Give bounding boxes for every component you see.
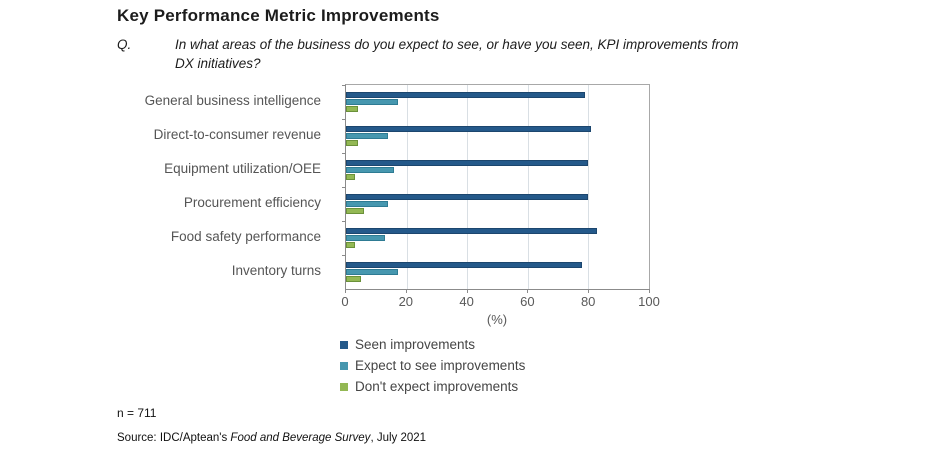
question-label: Q.: [117, 37, 132, 52]
category-label: Procurement efficiency: [183, 195, 321, 210]
x-tick-label: 0: [341, 294, 349, 309]
source-line: Source: IDC/Aptean's Food and Beverage S…: [117, 432, 426, 444]
question-line-1: In what areas of the business do you exp…: [175, 37, 739, 52]
source-title: Food and Beverage Survey: [230, 432, 371, 444]
bar-group: [346, 221, 649, 255]
x-tick-mark: [466, 289, 468, 293]
x-tick-mark: [649, 289, 650, 293]
chart-legend: Seen improvements Expect to see improveme…: [340, 334, 525, 397]
x-tick-label: 60: [520, 294, 535, 309]
legend-label: Expect to see improvements: [355, 358, 526, 373]
y-axis-tick: [342, 118, 346, 120]
bar-seen-improvements: [346, 160, 589, 166]
x-tick-label: 20: [398, 294, 414, 309]
source-prefix: Source: IDC/Aptean's: [117, 432, 231, 444]
y-axis-tick: [342, 85, 346, 86]
legend-swatch-expect-to-see-improvements: [340, 361, 348, 370]
source-suffix: , July 2021: [370, 432, 427, 444]
gridline: [527, 85, 529, 289]
survey-question: Q. In what areas of the business do you …: [117, 36, 739, 73]
category-label: General business intelligence: [144, 93, 321, 108]
question-text: In what areas of the business do you exp…: [175, 36, 739, 73]
legend-item: Seen improvements: [340, 334, 525, 355]
bar-group: [346, 119, 649, 153]
bar-don-t-expect-improvements: [346, 106, 359, 112]
x-tick-label: 80: [580, 294, 596, 309]
bar-don-t-expect-improvements: [346, 140, 359, 146]
bar-seen-improvements: [346, 262, 583, 268]
bar-seen-improvements: [346, 228, 598, 234]
legend-item: Expect to see improvements: [340, 355, 525, 376]
category-label: Food safety performance: [170, 229, 321, 244]
gridline: [467, 85, 469, 289]
plot-area: [342, 84, 650, 290]
x-tick-mark: [345, 289, 346, 293]
y-axis-tick: [342, 187, 346, 188]
question-line-2: DX initiatives?: [175, 55, 261, 71]
bar-seen-improvements: [346, 92, 586, 98]
x-tick-label: 40: [459, 294, 474, 309]
bar-group: [346, 85, 649, 119]
bar-don-t-expect-improvements: [346, 174, 356, 180]
bar-don-t-expect-improvements: [346, 208, 365, 214]
x-axis-label: (%): [486, 312, 508, 327]
y-axis-tick: [342, 255, 346, 256]
legend-label: Don't expect improvements: [355, 379, 519, 394]
bar-expect-to-see-improvements: [346, 99, 398, 105]
category-label: Equipment utilization/OEE: [164, 161, 321, 176]
x-tick-label: 100: [638, 294, 660, 309]
legend-item: Don't expect improvements: [340, 376, 525, 397]
x-tick-mark: [527, 289, 529, 293]
bar-expect-to-see-improvements: [346, 201, 389, 207]
x-axis: 0 20 40 60 80 100: [341, 289, 660, 317]
x-tick-mark: [405, 289, 407, 293]
y-axis-tick: [342, 152, 346, 154]
gridline: [406, 85, 408, 289]
category-label: Inventory turns: [231, 263, 321, 278]
bar-expect-to-see-improvements: [346, 133, 389, 139]
bar-group: [346, 255, 649, 289]
category-labels: General business intelligence Direct-to-c…: [0, 84, 333, 288]
sample-size-note: n = 711: [117, 406, 157, 420]
category-label: Direct-to-consumer revenue: [153, 127, 321, 142]
legend-swatch-seen-improvements: [340, 340, 348, 349]
bar-expect-to-see-improvements: [346, 235, 386, 241]
bar-don-t-expect-improvements: [346, 242, 356, 248]
bar-expect-to-see-improvements: [346, 167, 395, 173]
page-title: Key Performance Metric Improvements: [117, 6, 440, 25]
bar-don-t-expect-improvements: [346, 276, 362, 282]
bar-seen-improvements: [346, 126, 592, 132]
bar-expect-to-see-improvements: [346, 269, 398, 275]
gridline: [588, 85, 590, 289]
bar-seen-improvements: [346, 194, 589, 200]
y-axis-tick: [342, 220, 346, 222]
legend-label: Seen improvements: [355, 337, 476, 352]
bar-group: [346, 187, 649, 221]
x-tick-mark: [588, 289, 590, 293]
legend-swatch-don-t-expect-improvements: [340, 382, 348, 391]
bar-group: [346, 153, 649, 187]
